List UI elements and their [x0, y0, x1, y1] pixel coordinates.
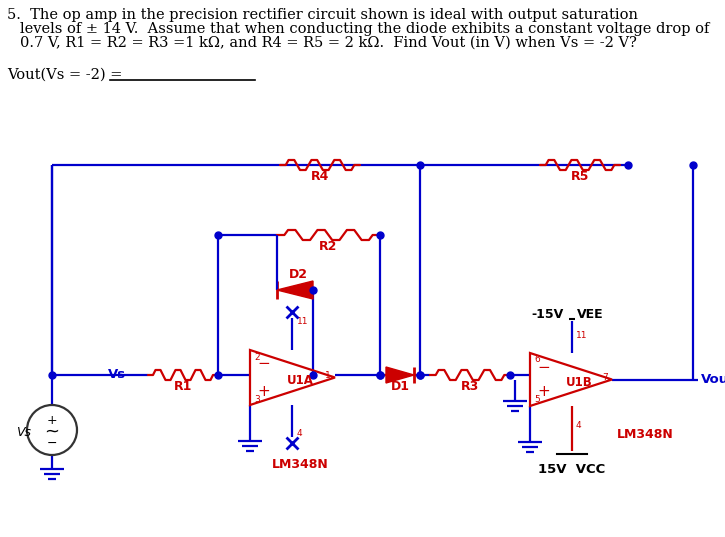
- Text: R2: R2: [319, 240, 338, 252]
- Text: 4: 4: [297, 429, 302, 438]
- Text: +: +: [538, 384, 550, 400]
- Text: D2: D2: [289, 268, 307, 281]
- Text: 0.7 V, R1 = R2 = R3 =1 kΩ, and R4 = R5 = 2 kΩ.  Find Vout (in V) when Vs = -2 V?: 0.7 V, R1 = R2 = R3 =1 kΩ, and R4 = R5 =…: [20, 36, 637, 50]
- Text: ~: ~: [44, 423, 59, 441]
- Text: VEE: VEE: [577, 308, 604, 322]
- Text: 5.  The op amp in the precision rectifier circuit shown is ideal with output sat: 5. The op amp in the precision rectifier…: [7, 8, 638, 22]
- Text: 1: 1: [326, 372, 331, 381]
- Text: 5: 5: [534, 395, 539, 404]
- Text: −: −: [257, 357, 270, 372]
- Text: 11: 11: [576, 330, 587, 339]
- Text: 15V  VCC: 15V VCC: [539, 463, 605, 476]
- Text: R4: R4: [311, 170, 329, 183]
- Text: U1B: U1B: [566, 376, 592, 389]
- Text: +: +: [46, 415, 57, 427]
- Text: D1: D1: [391, 381, 410, 394]
- Text: R3: R3: [461, 380, 479, 393]
- Text: +: +: [257, 383, 270, 398]
- Text: Vs: Vs: [17, 425, 31, 439]
- Text: 2: 2: [254, 352, 260, 361]
- Text: 4: 4: [576, 422, 581, 431]
- Text: −: −: [46, 437, 57, 449]
- Polygon shape: [277, 281, 313, 299]
- Text: R5: R5: [571, 170, 589, 183]
- Text: levels of ± 14 V.  Assume that when conducting the diode exhibits a constant vol: levels of ± 14 V. Assume that when condu…: [20, 22, 709, 36]
- Text: Vout(Vs = -2) =: Vout(Vs = -2) =: [7, 68, 127, 82]
- Text: 11: 11: [297, 317, 309, 326]
- Text: -15V: -15V: [531, 308, 564, 322]
- Polygon shape: [386, 367, 414, 383]
- Text: 3: 3: [254, 395, 260, 403]
- Text: R1: R1: [174, 380, 192, 393]
- Text: LM348N: LM348N: [272, 459, 328, 471]
- Text: Vs: Vs: [108, 368, 126, 381]
- Text: −: −: [538, 359, 550, 374]
- Text: U1A: U1A: [287, 374, 314, 387]
- Text: 7: 7: [602, 374, 608, 382]
- Text: Vout: Vout: [701, 373, 725, 386]
- Text: 6: 6: [534, 355, 539, 365]
- Text: LM348N: LM348N: [617, 427, 674, 440]
